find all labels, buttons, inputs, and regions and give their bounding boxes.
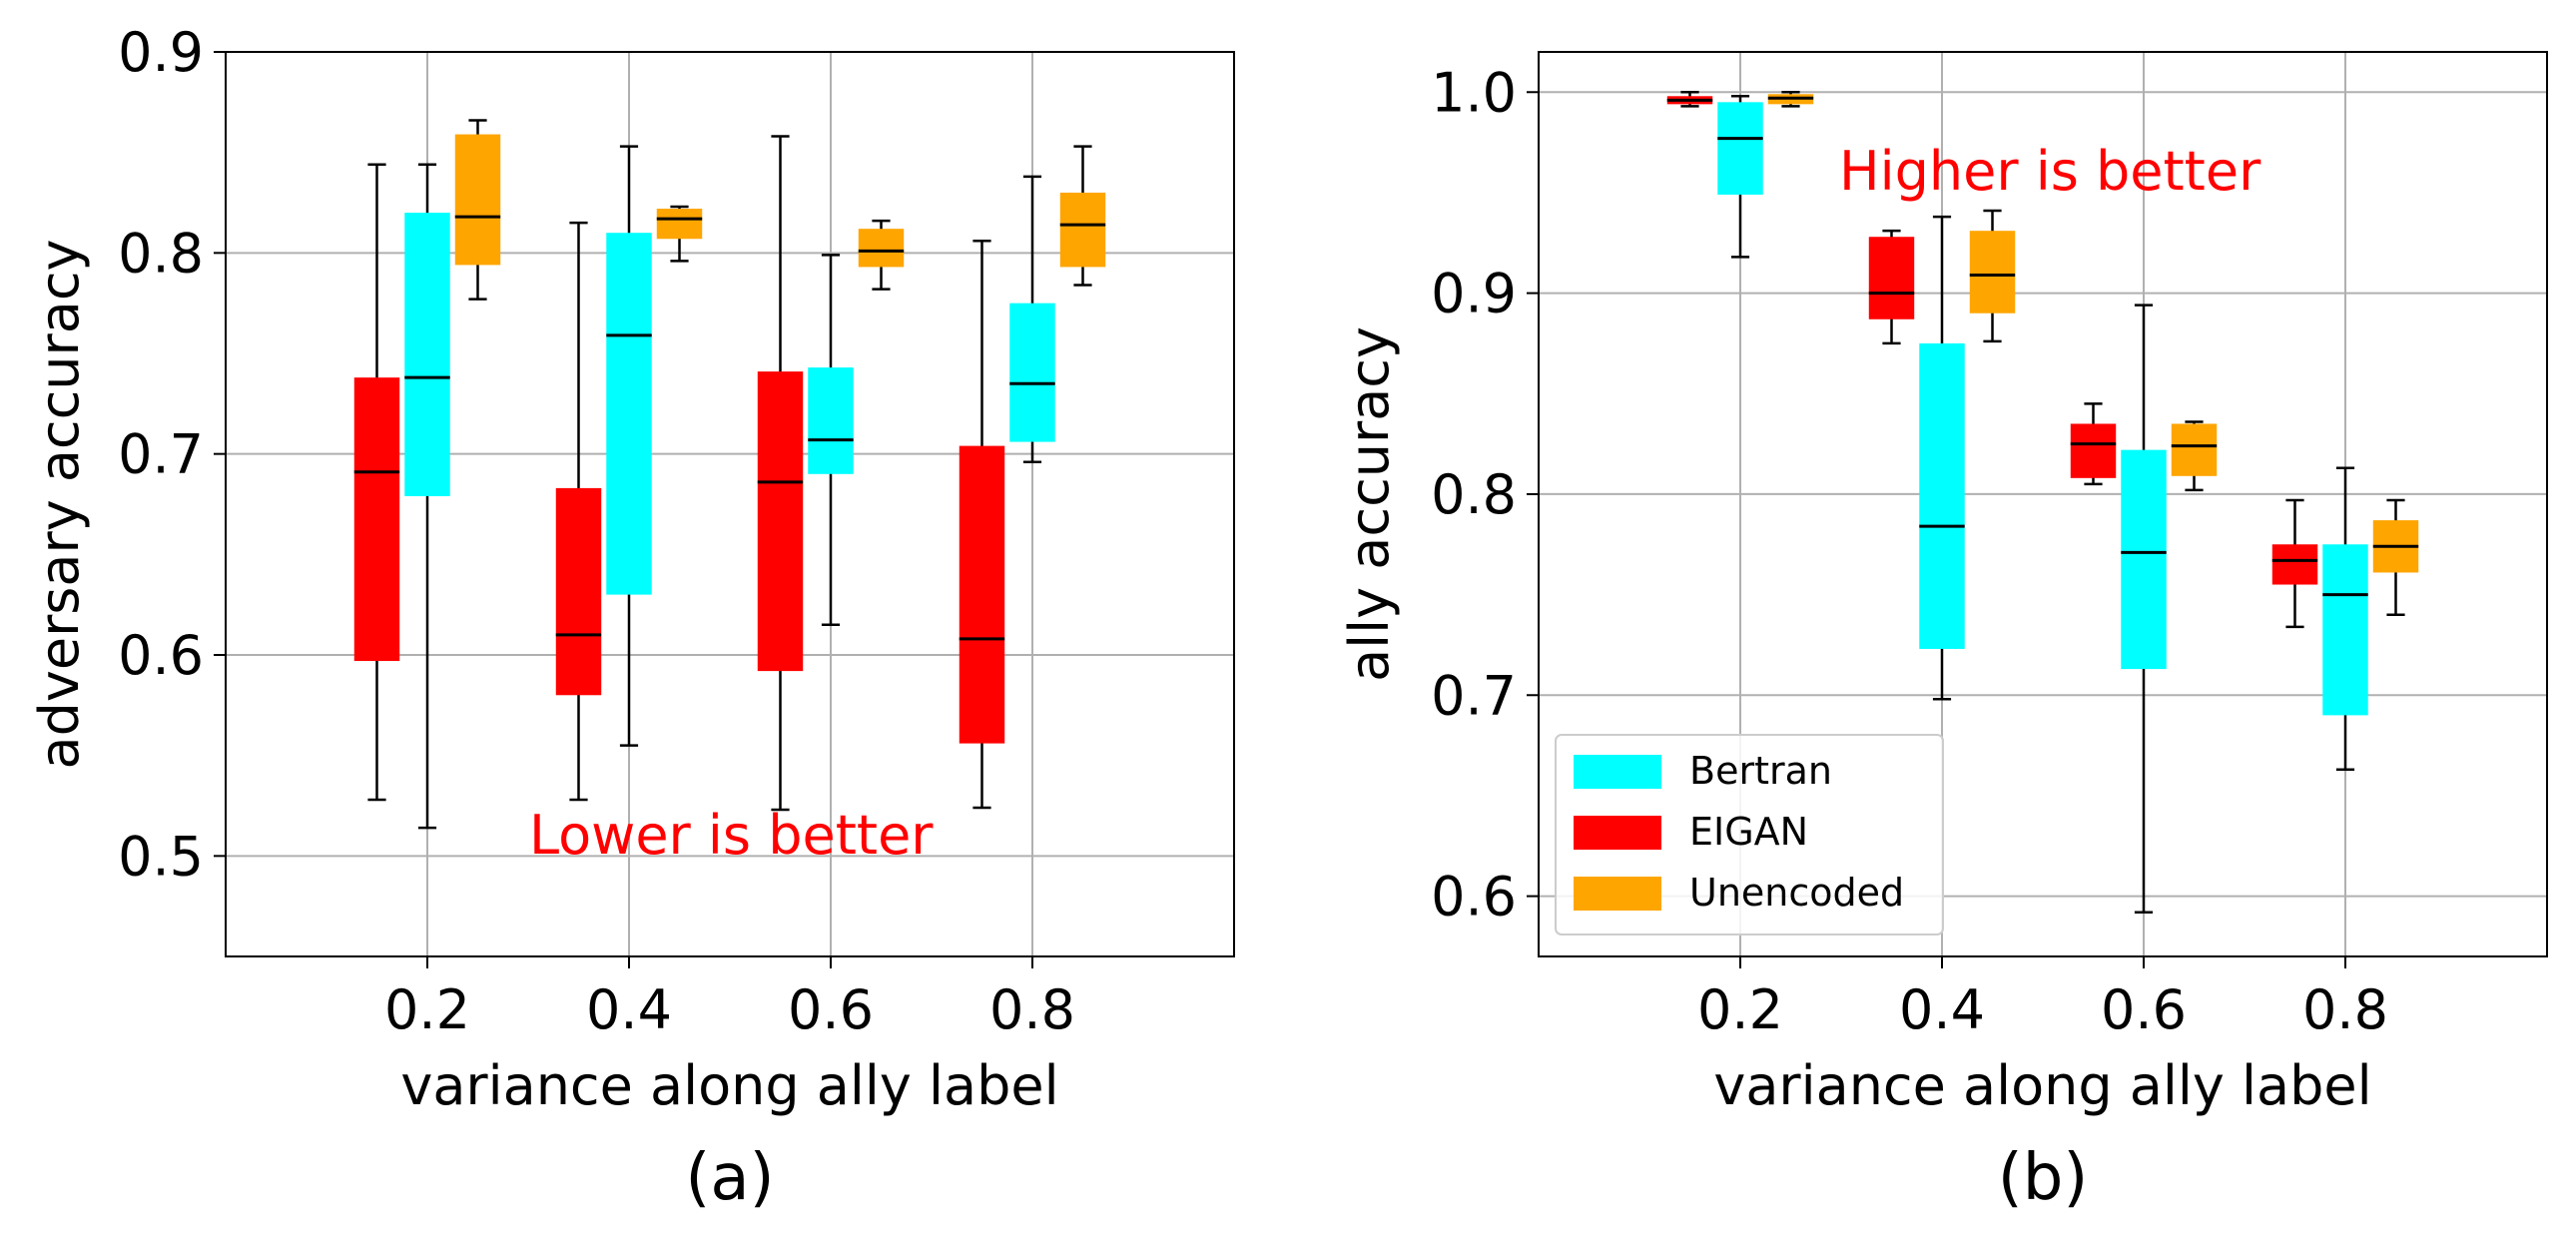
y-tick-label: 0.7 <box>118 423 204 486</box>
box-eigan <box>1868 229 1915 345</box>
box-unencoded <box>1969 209 2016 343</box>
iqr-eigan <box>757 371 804 672</box>
x-tick-label: 0.6 <box>788 978 874 1041</box>
iqr-bertran <box>1009 303 1055 442</box>
y-tick-label: 1.0 <box>1431 61 1517 124</box>
iqr-bertran <box>2322 544 2368 716</box>
box-bertran <box>1919 215 1965 701</box>
iqr-unencoded <box>2171 423 2218 476</box>
panel-a-ylabel: adversary accuracy <box>28 240 91 770</box>
y-tick-label: 0.8 <box>118 222 204 285</box>
iqr-unencoded <box>454 134 501 266</box>
box-bertran <box>808 254 854 627</box>
box-bertran <box>404 163 450 830</box>
x-tick-label: 0.2 <box>384 978 470 1041</box>
panel-a-label: (a) <box>685 1141 774 1215</box>
panel-a-boxes <box>353 119 1106 830</box>
box-eigan <box>1666 91 1713 108</box>
iqr-bertran <box>808 367 854 474</box>
box-bertran <box>1009 175 1055 463</box>
y-tick-label: 0.6 <box>118 624 204 687</box>
x-tick-label: 0.4 <box>1899 978 1985 1041</box>
panel-b-boxes <box>1666 91 2419 914</box>
iqr-unencoded <box>1969 231 2016 313</box>
panel-a-border <box>225 51 1235 957</box>
x-tick-label: 0.6 <box>2101 978 2187 1041</box>
panel-b-border <box>1538 51 2548 957</box>
y-tick-label: 0.6 <box>1431 866 1517 929</box>
panel-b: 0.6 0.7 0.8 0.9 1.0 0.2 0.4 0.6 0.8 Higher is b… <box>1338 51 2548 1215</box>
iqr-eigan <box>353 377 400 662</box>
y-tick-label: 0.7 <box>1431 664 1517 727</box>
box-unencoded <box>1767 91 1814 108</box>
legend: Bertran EIGAN Unencoded <box>1555 734 1944 935</box>
box-eigan <box>555 221 602 802</box>
box-eigan <box>353 163 400 802</box>
iqr-eigan <box>959 445 1005 744</box>
legend-swatch-bertran <box>1574 755 1661 789</box>
box-bertran <box>1717 95 1763 259</box>
iqr-bertran <box>1919 342 1965 649</box>
box-unencoded <box>858 219 905 291</box>
iqr-bertran <box>606 233 652 595</box>
panel-a: 0.5 0.6 0.7 0.8 0.9 0.2 0.4 0.6 0.8 Lower is be… <box>28 21 1235 1215</box>
y-tick-label: 0.8 <box>1431 463 1517 526</box>
legend-swatch-unencoded <box>1574 877 1661 911</box>
iqr-bertran <box>2121 449 2167 670</box>
legend-label-bertran: Bertran <box>1689 749 1832 793</box>
panel-b-xlabel: variance along ally label <box>1713 1054 2371 1117</box>
legend-label-unencoded: Unencoded <box>1689 871 1904 915</box>
panel-b-y-ticks: 0.6 0.7 0.8 0.9 1.0 <box>1431 61 1539 929</box>
panel-a-x-ticks: 0.2 0.4 0.6 0.8 <box>384 956 1075 1041</box>
y-tick-label: 0.5 <box>118 825 204 888</box>
box-unencoded <box>1059 145 1106 287</box>
panel-b-label: (b) <box>1998 1141 2089 1215</box>
x-tick-label: 0.8 <box>2302 978 2388 1041</box>
iqr-eigan <box>555 487 602 696</box>
y-tick-label: 0.9 <box>1431 263 1517 325</box>
box-unencoded <box>454 119 501 301</box>
box-bertran <box>2121 304 2167 914</box>
iqr-eigan <box>1868 237 1915 319</box>
panel-b-ylabel: ally accuracy <box>1338 326 1401 682</box>
box-unencoded <box>656 205 703 263</box>
legend-label-eigan: EIGAN <box>1689 810 1808 854</box>
legend-swatch-eigan <box>1574 816 1661 850</box>
box-eigan <box>2070 402 2117 486</box>
iqr-eigan <box>2070 423 2117 478</box>
box-eigan <box>959 240 1005 810</box>
box-eigan <box>757 135 804 812</box>
x-tick-label: 0.4 <box>586 978 672 1041</box>
x-tick-label: 0.2 <box>1697 978 1783 1041</box>
box-unencoded <box>2171 420 2218 492</box>
y-tick-label: 0.9 <box>118 21 204 84</box>
iqr-unencoded <box>1059 192 1106 268</box>
panel-a-xlabel: variance along ally label <box>400 1054 1058 1117</box>
iqr-bertran <box>1717 102 1763 195</box>
iqr-bertran <box>404 213 450 496</box>
panel-a-annotation: Lower is better <box>529 804 934 867</box>
iqr-eigan <box>2271 544 2318 585</box>
panel-b-annotation: Higher is better <box>1839 140 2261 203</box>
iqr-unencoded <box>858 229 905 268</box>
x-tick-label: 0.8 <box>989 978 1075 1041</box>
box-eigan <box>2271 498 2318 629</box>
iqr-unencoded <box>656 209 703 240</box>
panel-a-y-ticks: 0.5 0.6 0.7 0.8 0.9 <box>118 21 226 888</box>
box-bertran <box>2322 466 2368 772</box>
box-bertran <box>606 145 652 747</box>
box-unencoded <box>2372 498 2419 616</box>
panel-b-x-ticks: 0.2 0.4 0.6 0.8 <box>1697 956 2388 1041</box>
